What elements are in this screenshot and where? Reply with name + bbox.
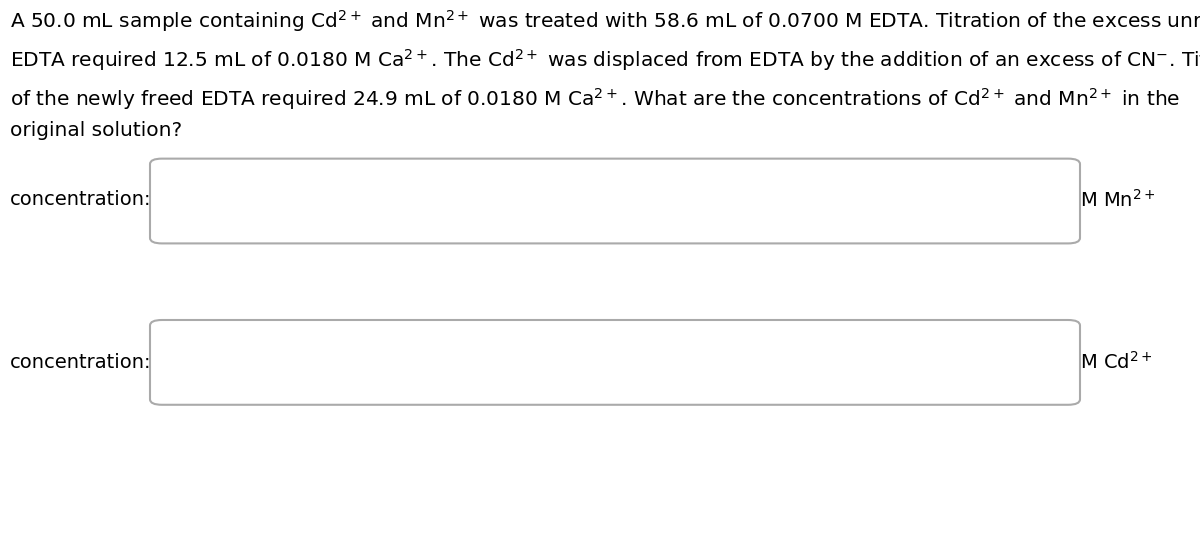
- FancyBboxPatch shape: [150, 159, 1080, 243]
- FancyBboxPatch shape: [150, 320, 1080, 405]
- Text: M Mn$^{2+}$: M Mn$^{2+}$: [1080, 189, 1156, 211]
- Text: concentration:: concentration:: [10, 353, 151, 371]
- Text: concentration:: concentration:: [10, 190, 151, 209]
- Text: M Cd$^{2+}$: M Cd$^{2+}$: [1080, 351, 1152, 373]
- Text: A 50.0 mL sample containing Cd$^{2+}$ and Mn$^{2+}$ was treated with 58.6 mL of : A 50.0 mL sample containing Cd$^{2+}$ an…: [10, 8, 1200, 140]
